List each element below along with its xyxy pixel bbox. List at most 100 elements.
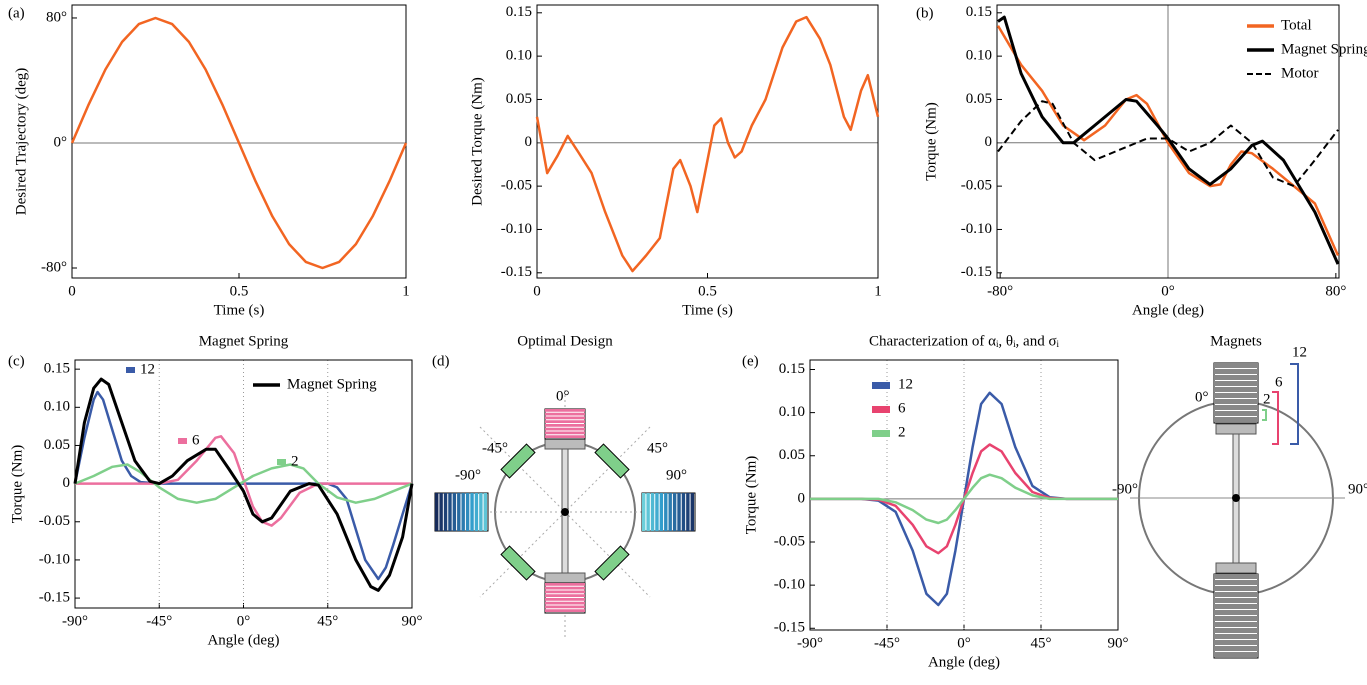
y-tick-label: -0.10 [39,551,70,567]
x-tick-label: 0° [237,613,251,629]
magnet-stripe [1214,598,1258,603]
magnet-stripe [545,609,585,612]
magnet-stripe [545,412,585,416]
magnet-stripe [545,420,585,423]
y-tick-label: -0.15 [501,264,532,280]
magnet-stripe [1214,363,1258,368]
magnet-stripe [1214,616,1258,621]
plot-frame [996,4,1340,279]
y-tick-label: 0.05 [779,447,805,463]
magnet-stripe [545,605,585,609]
line-series [810,473,1118,525]
magnet-stripe [690,493,694,531]
panel-label: (d) [432,353,450,369]
line-series [75,435,412,527]
panel-label: (b) [916,5,934,21]
y-tick-label: 0.10 [44,399,70,415]
line-series [997,15,1340,265]
chart-title: Magnet Spring [199,333,289,349]
magnet-stripe [545,427,585,431]
line-series [74,463,413,504]
y-tick-label: -0.05 [501,178,532,194]
y-tick-label: 0 [798,490,806,506]
line-series [73,377,414,592]
magnet-stripe [545,424,585,427]
magnet-stripe [465,493,470,531]
magnets-diagram: Magnets 0° 90° -90° 12 62 [1112,333,1367,659]
panel-label: (e) [742,353,759,369]
x-tick-label: -90° [797,635,823,651]
x-tick-label: -80° [987,283,1013,299]
x-axis-label: Angle (deg) [1132,302,1204,318]
magnet [500,545,536,581]
magnet-stripe [672,493,677,531]
magnet-stripe [1214,574,1258,579]
magnet-stripe [474,493,479,531]
magnet-stripe [545,435,585,438]
legend-label: 6 [898,400,906,416]
y-tick-label: -0.15 [961,264,992,280]
x-axis-label: Angle (deg) [928,654,1000,670]
y-tick-label: -0.10 [501,221,532,237]
magnet-stripe [545,409,585,412]
y-tick-label: 0.10 [506,48,532,64]
panel-label: (c) [8,353,25,369]
magnet [594,545,630,581]
magnet-stripe [677,493,681,531]
y-axis-label: Torque (Nm) [743,456,759,535]
panel-label: (a) [8,5,25,21]
magnet-stripe [448,493,452,531]
x-axis-label: Angle (deg) [207,632,279,648]
magnet-stripe [452,493,457,531]
legend-swatch [872,382,890,389]
line-series [70,16,408,270]
y-axis-label: Desired Trajectory (deg) [13,68,29,215]
legend-label: 2 [898,424,906,440]
magnet-stripe [439,493,443,531]
magnet-stripe [545,416,585,420]
series-label-swatch [178,438,187,444]
y-tick-label: -0.10 [961,221,992,237]
series-label-swatch [277,459,286,465]
magnet-stripe [646,493,650,531]
x-tick-label: 80° [1325,283,1346,299]
x-axis-label: Time (s) [214,302,265,318]
series-label: 12 [140,361,155,377]
magnet-stripe [461,493,465,531]
y-axis-label: Desired Torque (Nm) [469,77,485,206]
y-tick-label: -0.05 [961,178,992,194]
magnet-stripe [479,493,483,531]
legend-swatch [872,430,890,437]
y-axis-label: Torque (Nm) [923,102,939,181]
magnet-stripe [1214,387,1258,392]
y-tick-label: 0.05 [506,91,532,107]
y-tick-label: -0.15 [39,590,70,606]
y-tick-label: -0.10 [774,577,805,593]
y-tick-label: 0 [525,134,533,150]
magnet-stripe [470,493,474,531]
series-label-swatch [126,367,135,373]
legend-label: Total [1281,17,1312,33]
angle-label: -90° [455,467,481,483]
y-tick-label: 0.05 [44,437,70,453]
magnet-stripe [664,493,668,531]
magnet-stripe [655,493,659,531]
angle-label: 45° [647,440,668,456]
x-tick-label: 0 [68,283,76,299]
magnet-stripe [1214,393,1258,398]
magnet-stripe [1214,628,1258,633]
magnet-stripe [1214,652,1258,657]
magnet [594,443,630,479]
magnet-stripe [1214,604,1258,609]
x-tick-label: 1 [402,283,410,299]
y-tick-label: 0.15 [779,361,805,377]
legend-swatch [872,406,890,413]
magnet-stripe [545,431,585,435]
y-tick-label: 80° [46,9,67,25]
y-tick-label: -80° [41,259,67,275]
magnet-stripe [1214,375,1258,380]
magnet-stripe [1214,586,1258,591]
x-tick-label: 0 [533,283,541,299]
magnet-stripe [681,493,686,531]
x-tick-label: -45° [146,613,172,629]
